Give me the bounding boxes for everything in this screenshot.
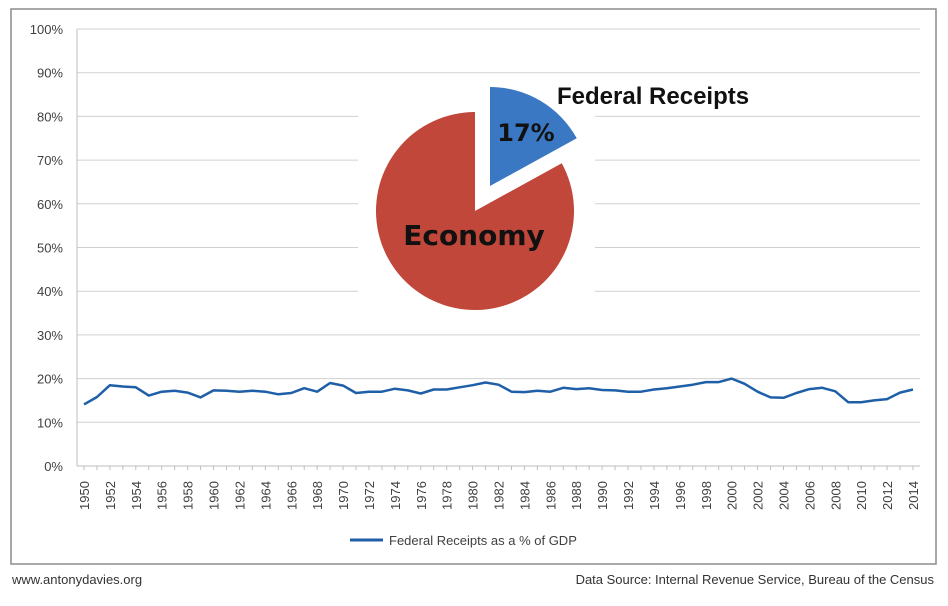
- pie-label-federal-receipts: Federal Receipts: [557, 83, 749, 110]
- y-tick-label: 0%: [44, 459, 63, 474]
- y-tick-label: 90%: [37, 66, 63, 81]
- pie-slice-economy: [376, 112, 574, 310]
- y-tick-label: 50%: [37, 241, 63, 256]
- x-tick-label: 2006: [802, 481, 817, 510]
- x-tick-label: 1986: [543, 481, 558, 510]
- x-tick-label: 1954: [129, 481, 144, 510]
- pie-label-economy: Economy: [403, 219, 545, 252]
- y-tick-label: 30%: [37, 328, 63, 343]
- x-tick-label: 1966: [284, 481, 299, 510]
- y-tick-label: 40%: [37, 284, 63, 299]
- x-tick-label: 1972: [362, 481, 377, 510]
- y-tick-label: 100%: [30, 22, 64, 37]
- x-tick-label: 1958: [181, 481, 196, 510]
- x-tick-label: 1994: [647, 481, 662, 510]
- x-tick-label: 1992: [621, 481, 636, 510]
- x-tick-label: 1988: [569, 481, 584, 510]
- y-tick-label: 10%: [37, 415, 63, 430]
- x-tick-label: 2004: [776, 481, 791, 510]
- x-tick-label: 1974: [388, 481, 403, 510]
- x-tick-label: 1960: [207, 481, 222, 510]
- x-tick-label: 1952: [103, 481, 118, 510]
- x-tick-label: 1964: [258, 481, 273, 510]
- x-tick-label: 2008: [828, 481, 843, 510]
- y-tick-label: 70%: [37, 153, 63, 168]
- series-line: [83, 377, 914, 406]
- x-tick-label: 2000: [725, 481, 740, 510]
- x-tick-label: 1968: [310, 481, 325, 510]
- x-tick-label: 1984: [517, 481, 532, 510]
- x-tick-label: 2012: [880, 481, 895, 510]
- x-tick-label: 1998: [699, 481, 714, 510]
- x-tick-label: 1990: [595, 481, 610, 510]
- x-tick-label: 1976: [414, 481, 429, 510]
- y-tick-label: 20%: [37, 372, 63, 387]
- x-tick-label: 1962: [232, 481, 247, 510]
- y-tick-label: 80%: [37, 109, 63, 124]
- x-tick-label: 1982: [492, 481, 507, 510]
- data-source: Data Source: Internal Revenue Service, B…: [575, 572, 934, 587]
- x-tick-label: 1980: [466, 481, 481, 510]
- website-credit: www.antonydavies.org: [12, 572, 143, 587]
- pie-slice-federal-receipts: [490, 87, 577, 186]
- legend: Federal Receipts as a % of GDP: [350, 533, 577, 548]
- x-tick-label: 1950: [77, 481, 92, 510]
- y-tick-label: 60%: [37, 197, 63, 212]
- x-tick-label: 2014: [906, 481, 921, 510]
- legend-label: Federal Receipts as a % of GDP: [389, 533, 577, 548]
- x-tick-label: 1978: [440, 481, 455, 510]
- x-tick-label: 2010: [854, 481, 869, 510]
- x-tick-label: 2002: [751, 481, 766, 510]
- x-tick-label: 1970: [336, 481, 351, 510]
- x-tick-label: 1996: [673, 481, 688, 510]
- x-tick-label: 1956: [155, 481, 170, 510]
- pie-value-label: 17%: [497, 119, 554, 147]
